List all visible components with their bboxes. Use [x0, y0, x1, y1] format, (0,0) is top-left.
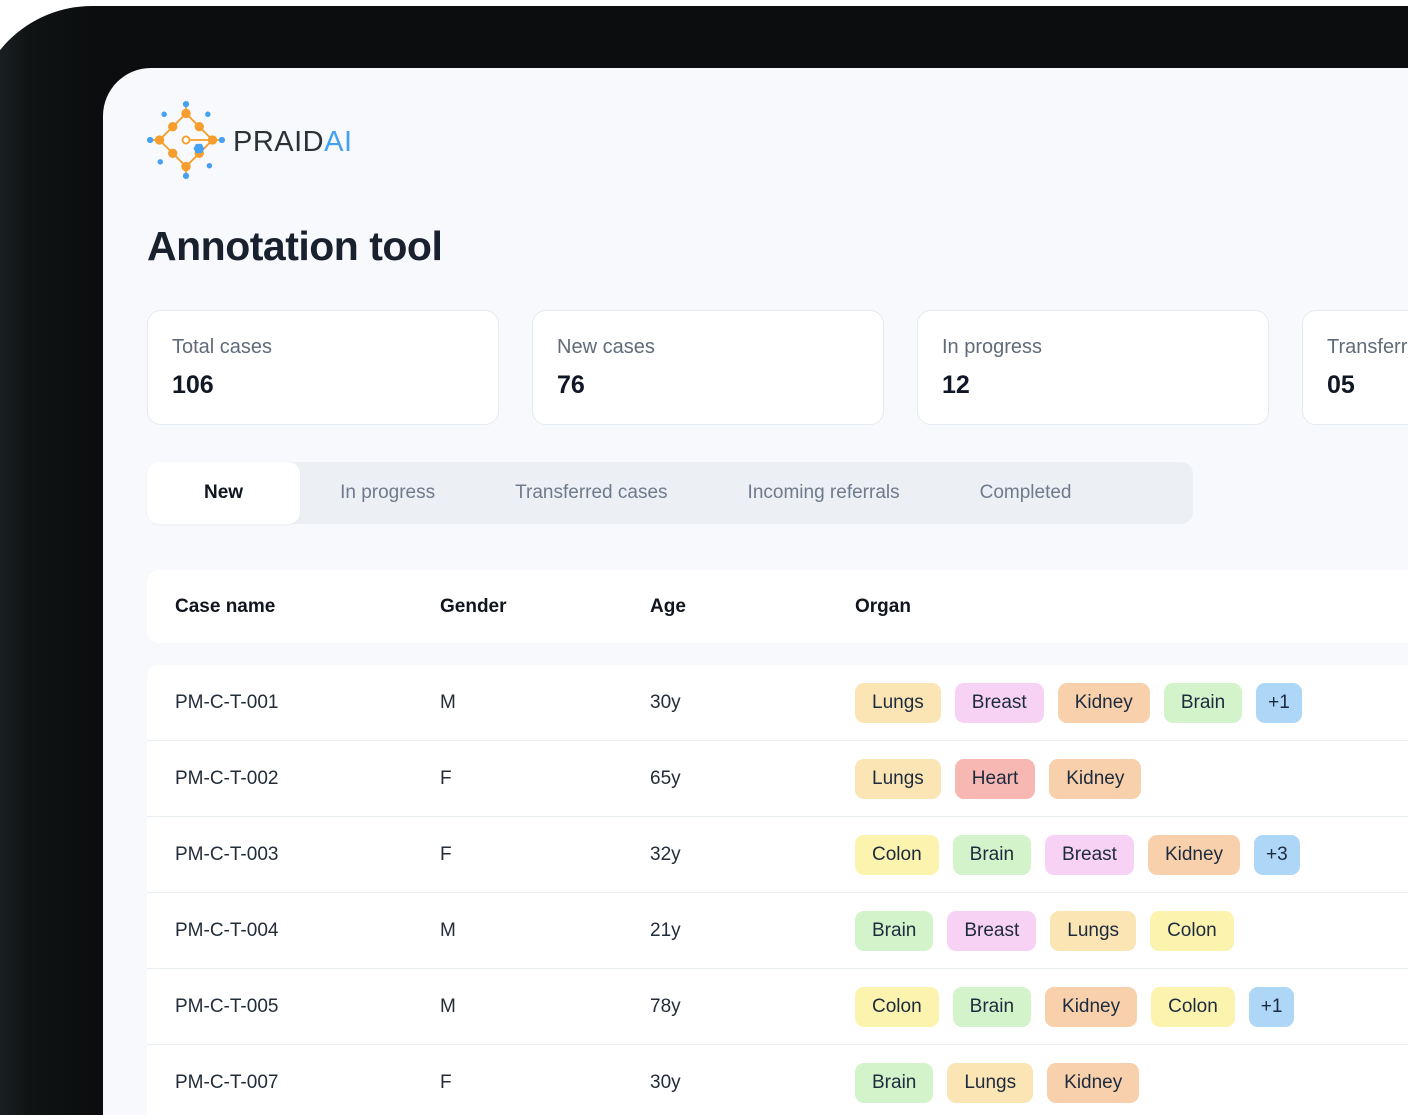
stat-label: Total cases	[172, 336, 474, 359]
column-header-gender: Gender	[440, 596, 650, 618]
organ-chip-brain: Brain	[953, 987, 1031, 1027]
column-header-age: Age	[650, 596, 855, 618]
column-header-case-name: Case name	[175, 596, 440, 618]
gender-cell: F	[440, 768, 650, 790]
gender-cell: M	[440, 920, 650, 942]
age-cell: 32y	[650, 844, 855, 866]
organ-cell: Brain Lungs Kidney	[855, 1063, 1408, 1103]
organ-chip-colon: Colon	[1151, 987, 1235, 1027]
organ-cell: Lungs Breast Kidney Brain +1	[855, 683, 1408, 723]
page-title: Annotation tool	[147, 223, 442, 270]
organ-chip-lungs: Lungs	[1050, 911, 1136, 951]
table-body: PM-C-T-001M30yLungsBreastKidneyBrain+1PM…	[147, 665, 1408, 1115]
tab-bar: NewIn progressTransferred casesIncoming …	[147, 462, 1193, 524]
stat-label: Transferred	[1327, 336, 1408, 359]
age-cell: 78y	[650, 996, 855, 1018]
organ-chip-colon: Colon	[1150, 911, 1234, 951]
age-cell: 21y	[650, 920, 855, 942]
tab-incoming-referrals[interactable]: Incoming referrals	[708, 462, 940, 524]
organ-chip-kidney: Kidney	[1148, 835, 1240, 875]
brand-wordmark-secondary: AI	[324, 126, 352, 158]
organ-chip-breast: Breast	[947, 911, 1036, 951]
brand-logo: PRAIDAI	[147, 101, 353, 184]
organ-chip-colon: Colon	[855, 835, 939, 875]
column-header-organ: Organ	[855, 596, 1408, 618]
tab-transferred-cases[interactable]: Transferred cases	[475, 462, 707, 524]
case-name-cell: PM-C-T-005	[175, 996, 440, 1018]
brand-wordmark: PRAIDAI	[233, 126, 353, 159]
organ-chip-kidney: Kidney	[1049, 759, 1141, 799]
stat-label: New cases	[557, 336, 859, 359]
organ-cell: Lungs Heart Kidney	[855, 759, 1408, 799]
stat-card-transferred: Transferred 05	[1302, 310, 1408, 425]
table-row-pm-c-t-003[interactable]: PM-C-T-003F32yColon Brain Breast Kidney +3	[147, 817, 1408, 893]
table-row-pm-c-t-001[interactable]: PM-C-T-001M30yLungs Breast Kidney Brain +1	[147, 665, 1408, 741]
more-count-chip[interactable]: +1	[1256, 683, 1302, 723]
organ-chip-brain: Brain	[855, 911, 933, 951]
stat-value: 76	[557, 371, 859, 400]
table-row-pm-c-t-002[interactable]: PM-C-T-002F65yLungs Heart Kidney	[147, 741, 1408, 817]
table-header: Case name Gender Age Organ	[147, 570, 1408, 643]
brand-wordmark-primary: PRAID	[233, 126, 324, 158]
app-window: PRAIDAI Annotation tool Total cases 106 Ne…	[103, 68, 1408, 1115]
age-cell: 30y	[650, 1072, 855, 1094]
organ-chip-breast: Breast	[955, 683, 1044, 723]
table-row-pm-c-t-004[interactable]: PM-C-T-004M21yBrain Breast Lungs Colon	[147, 893, 1408, 969]
organ-chip-kidney: Kidney	[1047, 1063, 1139, 1103]
organ-chip-kidney: Kidney	[1045, 987, 1137, 1027]
network-logo-icon	[147, 101, 225, 184]
organ-chip-heart: Heart	[955, 759, 1035, 799]
gender-cell: M	[440, 996, 650, 1018]
stat-card-total-cases: Total cases 106	[147, 310, 499, 425]
more-count-chip[interactable]: +1	[1249, 987, 1295, 1027]
gender-cell: M	[440, 692, 650, 714]
stat-card-in-progress: In progress 12	[917, 310, 1269, 425]
stat-value: 106	[172, 371, 474, 400]
case-name-cell: PM-C-T-002	[175, 768, 440, 790]
gender-cell: F	[440, 844, 650, 866]
age-cell: 30y	[650, 692, 855, 714]
organ-chip-lungs: Lungs	[855, 759, 941, 799]
organ-chip-breast: Breast	[1045, 835, 1134, 875]
case-name-cell: PM-C-T-007	[175, 1072, 440, 1094]
tab-new[interactable]: New	[147, 462, 300, 524]
stat-value: 12	[942, 371, 1244, 400]
organ-chip-lungs: Lungs	[947, 1063, 1033, 1103]
more-count-chip[interactable]: +3	[1254, 835, 1300, 875]
organ-cell: Colon Brain Kidney Colon +1	[855, 987, 1408, 1027]
organ-cell: Colon Brain Breast Kidney +3	[855, 835, 1408, 875]
organ-chip-brain: Brain	[855, 1063, 933, 1103]
tab-in-progress[interactable]: In progress	[300, 462, 475, 524]
organ-chip-kidney: Kidney	[1058, 683, 1150, 723]
table-row-pm-c-t-005[interactable]: PM-C-T-005M78yColonBrainKidneyColon+1	[147, 969, 1408, 1045]
case-name-cell: PM-C-T-004	[175, 920, 440, 942]
stat-label: In progress	[942, 336, 1244, 359]
organ-chip-colon: Colon	[855, 987, 939, 1027]
tab-completed[interactable]: Completed	[940, 462, 1112, 524]
stat-card-new-cases: New cases 76	[532, 310, 884, 425]
organ-chip-lungs: Lungs	[855, 683, 941, 723]
stats-row: Total cases 106 New cases 76 In progress 12 Tr…	[147, 310, 1408, 425]
age-cell: 65y	[650, 768, 855, 790]
gender-cell: F	[440, 1072, 650, 1094]
stat-value: 05	[1327, 371, 1408, 400]
case-name-cell: PM-C-T-003	[175, 844, 440, 866]
table-row-pm-c-t-007[interactable]: PM-C-T-007F30yBrain Lungs Kidney	[147, 1045, 1408, 1115]
case-name-cell: PM-C-T-001	[175, 692, 440, 714]
organ-chip-brain: Brain	[953, 835, 1031, 875]
organ-chip-brain: Brain	[1164, 683, 1242, 723]
organ-cell: Brain Breast Lungs Colon	[855, 911, 1408, 951]
